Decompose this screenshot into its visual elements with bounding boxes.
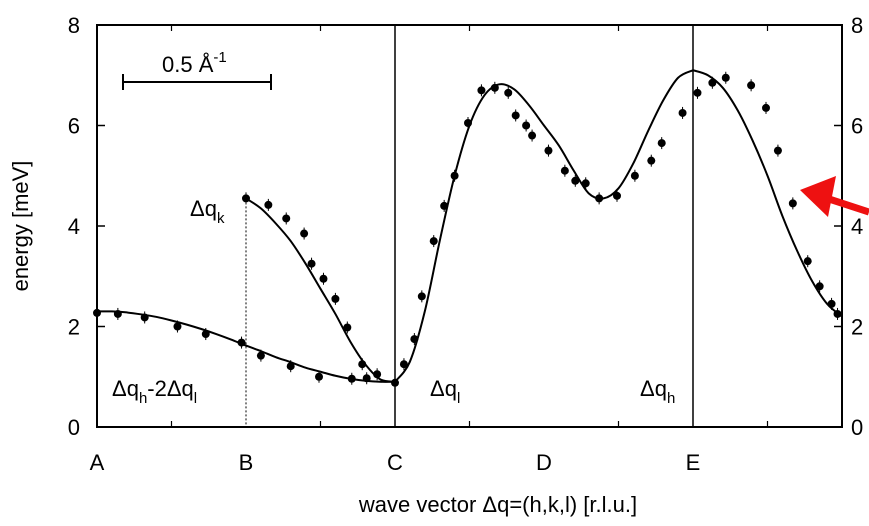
data-point-series-4 — [721, 73, 730, 82]
data-point-series-2 — [264, 200, 273, 209]
data-point-series-3 — [450, 171, 459, 180]
data-point-series-1 — [93, 308, 101, 317]
segment-label-ab: Δqh-2Δql — [112, 376, 197, 407]
data-point-series-3 — [560, 166, 569, 175]
data-point-series-2 — [358, 360, 367, 369]
data-point-series-3 — [477, 86, 486, 95]
segment-label-bc: Δqk — [190, 196, 225, 227]
y-tick-label-right: 6 — [851, 114, 863, 139]
data-point-series-1 — [237, 338, 246, 347]
data-point-series-3 — [440, 201, 449, 210]
data-point-series-3 — [522, 121, 531, 130]
data-point-series-2 — [319, 274, 328, 283]
data-point-series-3 — [581, 179, 590, 188]
data-point-series-3 — [429, 237, 438, 246]
data-point-series-1 — [362, 374, 371, 383]
data-point-series-1 — [286, 362, 295, 371]
data-point-series-4 — [762, 103, 771, 112]
data-point-series-2 — [343, 323, 352, 332]
data-point-series-2 — [307, 259, 316, 268]
data-point-series-1 — [347, 374, 356, 383]
data-point-series-3 — [678, 108, 687, 117]
data-point-series-1 — [256, 351, 265, 360]
data-point-series-2 — [300, 229, 309, 238]
data-point-series-3 — [647, 156, 656, 165]
data-point-series-4 — [815, 282, 824, 291]
data-point-series-4 — [773, 146, 782, 155]
scale-bar: 0.5 Å-1 — [122, 49, 272, 90]
y-axis-title: energy [meV] — [8, 161, 33, 292]
segment-label-cd: Δql — [430, 376, 460, 407]
data-point-series-3 — [657, 139, 666, 148]
data-point-series-1 — [315, 372, 324, 381]
y-tick-label-right: 2 — [851, 315, 863, 340]
data-point-series-1 — [201, 330, 210, 339]
data-point-series-4 — [827, 299, 836, 308]
data-point-series-4 — [803, 257, 812, 266]
data-point-series-4 — [788, 199, 797, 208]
plot-border — [96, 24, 843, 428]
data-point-series-4 — [747, 81, 756, 90]
data-point-series-1 — [173, 322, 182, 331]
data-point-series-3 — [571, 176, 580, 185]
data-point-series-1 — [140, 313, 149, 322]
data-point-series-4 — [833, 309, 842, 318]
data-point-series-4 — [708, 78, 717, 87]
data-point-series-3 — [528, 131, 537, 140]
x-tick-label: C — [387, 450, 403, 475]
data-point-series-3 — [595, 194, 604, 203]
data-point-series-3 — [544, 146, 553, 155]
y-tick-label-left: 6 — [68, 114, 80, 139]
y-tick-label-right: 4 — [851, 214, 863, 239]
segment-label-de: Δqh — [640, 376, 675, 407]
y-tick-label-left: 2 — [68, 315, 80, 340]
data-point-series-4 — [693, 88, 702, 97]
data-point-series-3 — [391, 378, 399, 387]
x-tick-label: E — [686, 450, 701, 475]
data-points — [93, 71, 842, 389]
data-point-series-3 — [630, 171, 639, 180]
y-tick-label-left: 0 — [68, 415, 80, 440]
y-tick-label-right: 8 — [851, 13, 863, 38]
x-tick-label: A — [90, 450, 105, 475]
data-point-series-2 — [331, 294, 340, 303]
data-point-series-1 — [373, 370, 382, 379]
plot-frame — [96, 24, 843, 428]
axis-ticks: 0 0 2 2 4 4 6 6 8 8 A B C D E — [68, 13, 864, 475]
fit-curve-2 — [245, 197, 396, 383]
x-axis-title: wave vector Δq=(h,k,l) [r.l.u.] — [358, 492, 637, 517]
x-tick-label: D — [536, 450, 552, 475]
y-tick-label-right: 0 — [851, 415, 863, 440]
y-tick-label-left: 8 — [68, 13, 80, 38]
data-point-series-3 — [399, 360, 408, 369]
data-point-series-3 — [410, 335, 419, 344]
data-point-series-1 — [113, 309, 122, 318]
data-point-series-3 — [613, 191, 622, 200]
scale-bar-label: 0.5 Å-1 — [162, 49, 227, 77]
data-point-series-3 — [417, 292, 426, 301]
data-point-series-3 — [464, 118, 473, 127]
y-tick-label-left: 4 — [68, 214, 80, 239]
annotation-arrow — [800, 176, 869, 217]
data-point-series-3 — [504, 88, 513, 97]
data-point-series-3 — [490, 83, 499, 92]
data-point-series-2 — [282, 214, 291, 223]
data-point-series-2 — [242, 194, 250, 203]
x-tick-label: B — [239, 450, 254, 475]
fit-curve-3 — [394, 69, 694, 383]
data-point-series-3 — [511, 111, 520, 120]
